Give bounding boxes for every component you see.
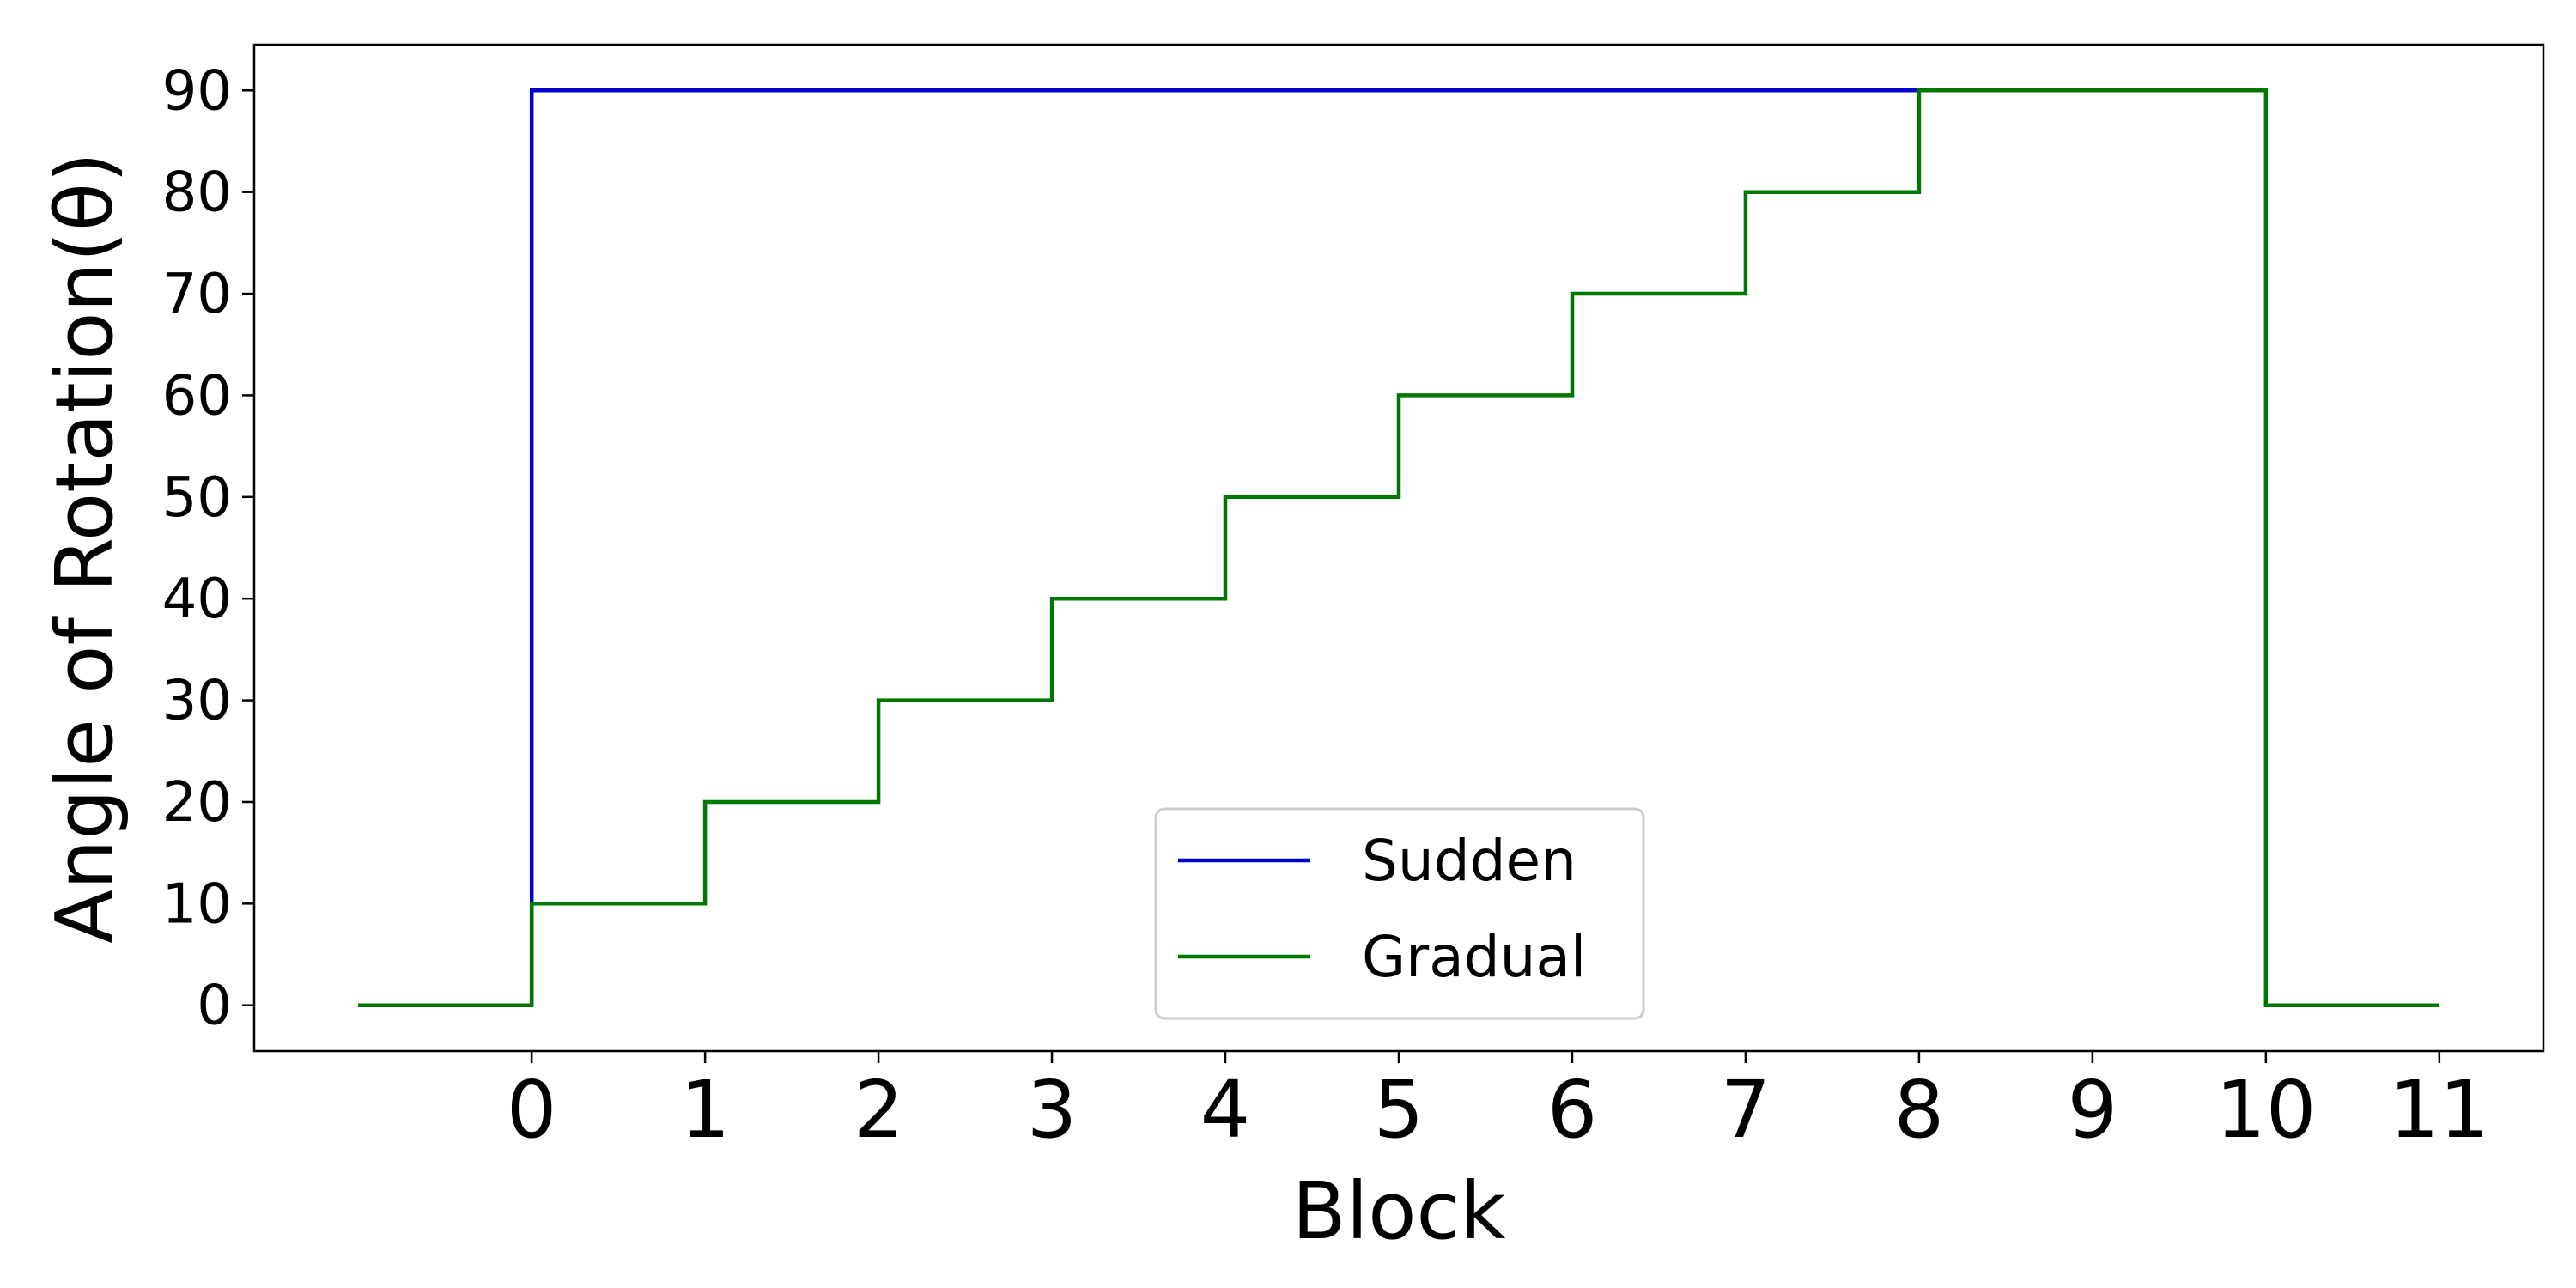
y-axis-ticks: 0 10 20 30 40 50 60 70 80 90 (162, 59, 254, 1038)
y-tick-label: 40 (162, 568, 232, 631)
x-tick-label: 9 (2068, 1064, 2118, 1156)
x-tick-label: 7 (1721, 1064, 1771, 1156)
y-tick-label: 30 (162, 670, 232, 733)
x-axis-label: Block (1292, 1165, 1507, 1257)
y-tick-label: 70 (162, 263, 232, 326)
y-tick-label: 10 (162, 872, 232, 936)
y-tick-label: 0 (197, 975, 232, 1038)
plot-area (358, 88, 2439, 1007)
x-tick-label: 0 (507, 1064, 557, 1156)
x-tick-label: 2 (854, 1064, 904, 1156)
legend: Sudden Gradual (1154, 807, 1645, 1020)
y-tick-label: 50 (162, 466, 232, 530)
x-tick-label: 11 (2389, 1064, 2489, 1156)
x-tick-label: 10 (2215, 1064, 2316, 1156)
legend-label-sudden: Sudden (1362, 828, 1577, 894)
series-line-gradual (358, 88, 2439, 1007)
x-tick-label: 6 (1547, 1064, 1598, 1156)
y-tick-label: 80 (162, 161, 232, 225)
plot-frame (252, 43, 2545, 1053)
x-tick-label: 4 (1200, 1064, 1251, 1156)
y-tick-label: 90 (162, 59, 232, 123)
x-tick-label: 3 (1027, 1064, 1078, 1156)
x-tick-label: 8 (1894, 1064, 1945, 1156)
x-tick-label: 1 (680, 1064, 731, 1156)
legend-label-gradual: Gradual (1362, 924, 1586, 990)
x-axis-ticks: 0 1 2 3 4 5 6 7 8 9 10 11 (507, 1051, 2489, 1156)
y-tick-label: 60 (162, 364, 232, 428)
x-tick-label: 5 (1374, 1064, 1425, 1156)
y-tick-label: 20 (162, 771, 232, 835)
y-axis-label: Angle of Rotation(θ) (39, 152, 131, 944)
